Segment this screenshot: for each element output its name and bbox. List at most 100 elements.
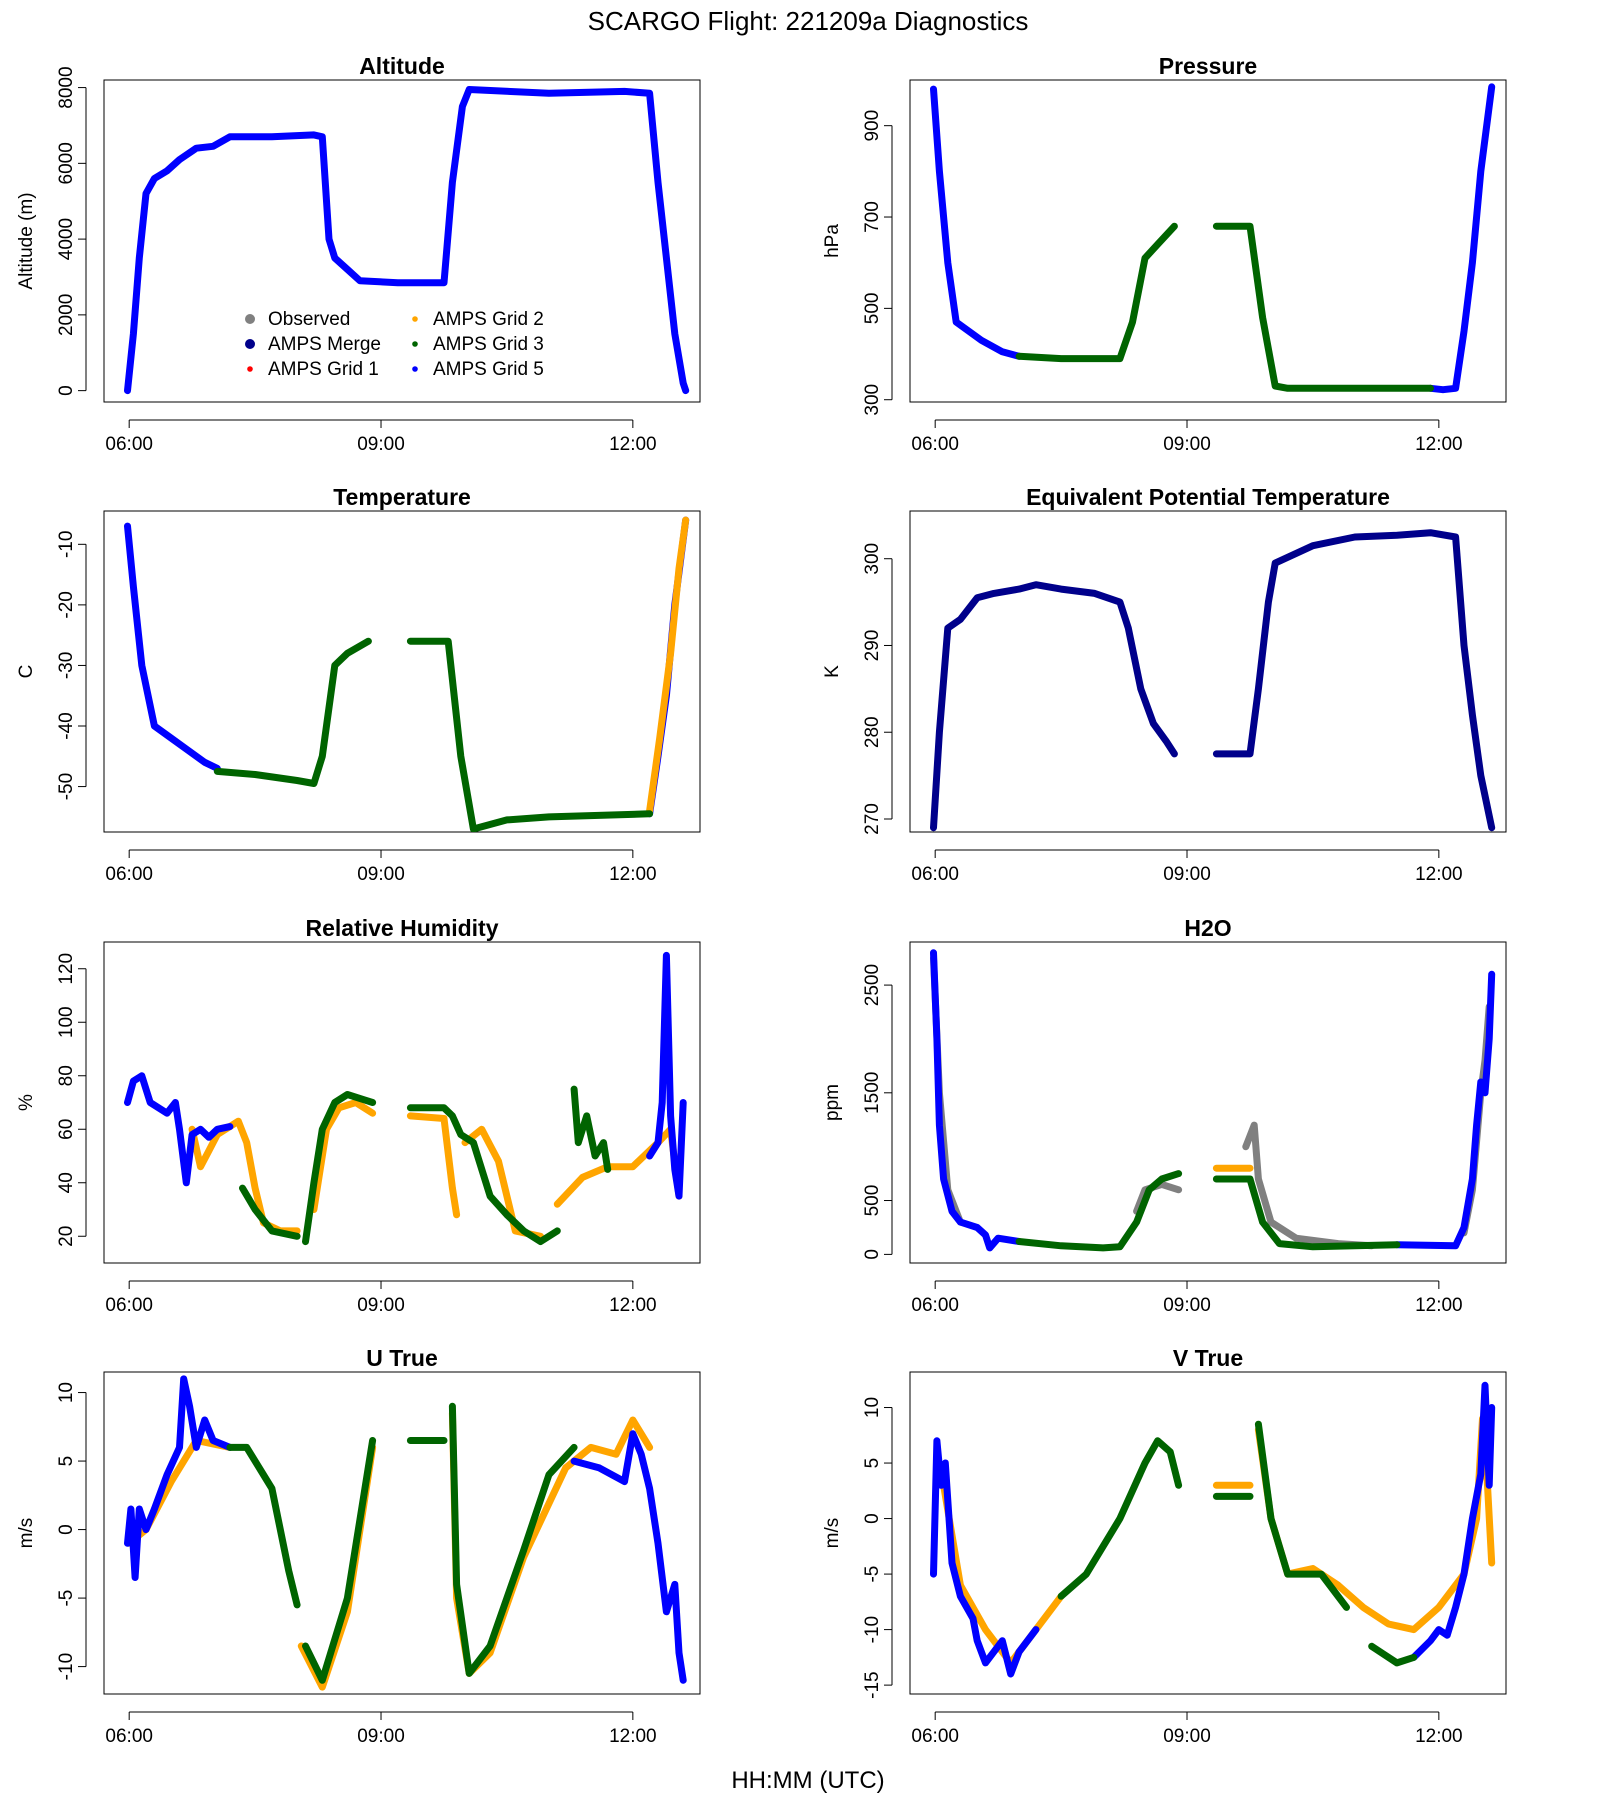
x-tick-label: 12:00 [1415,1726,1463,1747]
plot-frame [103,79,701,403]
x-tick-label: 06:00 [911,864,959,885]
y-tick-label: 0 [56,385,77,396]
x-tick-label: 12:00 [1415,864,1463,885]
y-tick-label: -30 [56,652,77,679]
x-tick-label: 12:00 [609,1726,657,1747]
y-tick-label: 0 [56,1524,77,1535]
series-amps-grid-3 [1015,1170,1183,1252]
panel-title: U True [366,1345,438,1371]
legend-label-amps-grid-5: AMPS Grid 5 [433,359,544,380]
legend-marker-amps-grid-3 [412,341,418,347]
series-amps-grid-3 [1015,222,1178,363]
y-tick-label: 900 [862,110,883,142]
y-tick-label: -50 [56,773,77,800]
panel-temperature: Temperature 06:00 09:00 12:00 -50 -40 -30 -20 -1… [16,484,701,885]
y-tick-label: 10 [862,1397,883,1418]
x-tick-label: 09:00 [1163,1726,1211,1747]
series-amps-grid-5 [930,85,1023,360]
x-tick-label: 06:00 [105,864,153,885]
series-amps-grid-5 [124,522,221,772]
series-amps-grid-2 [406,1112,461,1219]
y-axis-label: hPa [822,224,843,258]
y-tick-label: 5 [862,1458,883,1469]
x-tick-label: 12:00 [609,434,657,455]
x-tick-label: 06:00 [911,1295,959,1316]
y-tick-label: 100 [56,1006,77,1038]
y-axis-label: K [822,665,843,678]
panel-v-true: V True 06:00 09:00 12:00 -15 -10 -5 0 5 10 m/s [822,1345,1507,1747]
x-tick-label: 09:00 [1163,434,1211,455]
series-amps-grid-5 [570,1430,687,1684]
y-tick-label: -5 [862,1566,883,1583]
y-tick-label: 1500 [862,1072,883,1114]
series-amps-grid-3 [570,1085,612,1173]
y-tick-label: -10 [56,531,77,558]
series-amps-grid-5 [1393,970,1496,1250]
y-tick-label: -20 [56,591,77,618]
y-tick-label: 300 [862,384,883,416]
series-group [930,83,1496,394]
series-group [930,1381,1496,1678]
panel-title: Altitude [359,53,445,79]
x-tick-label: 09:00 [1163,864,1211,885]
x-tick-label: 06:00 [105,1726,153,1747]
figure-xlabel: HH:MM (UTC) [731,1767,884,1794]
y-tick-label: 280 [862,716,883,748]
y-tick-label: 500 [862,1185,883,1217]
series-amps-grid-3 [1212,222,1434,392]
panel-relative-humidity: Relative Humidity 06:00 09:00 12:00 20 40 60 80… [16,915,701,1316]
series-amps-grid-3 [448,1402,578,1677]
series-amps-grid-2 [297,1443,377,1691]
panel-title: V True [1173,1345,1243,1371]
series-amps-grid-5 [1427,83,1496,394]
panel-title: H2O [1184,915,1231,941]
series-amps-grid-3 [239,1184,301,1240]
series-amps-grid-2 [646,516,690,815]
plot-frame [909,79,1507,403]
y-tick-label: 80 [56,1065,77,1086]
y-tick-label: -10 [862,1616,883,1643]
panel-equivalent-potential-temperature: Equivalent Potential Temperature 06:00 09:… [822,484,1507,885]
legend-marker-amps-merge [245,339,255,349]
series-amps-grid-3 [302,1091,377,1246]
x-tick-label: 06:00 [911,434,959,455]
plot-frame [909,1371,1507,1695]
series-amps-grid-5 [1410,1381,1496,1661]
x-tick-label: 09:00 [357,1295,405,1316]
series-amps-grid-3 [302,1437,377,1684]
legend-label-observed: Observed [268,309,350,330]
plot-frame [103,1371,701,1695]
series-group [124,1375,687,1691]
y-tick-label: 40 [56,1172,77,1193]
series-amps-grid-3 [1368,1642,1418,1667]
legend-label-amps-merge: AMPS Merge [268,334,381,355]
series-amps-grid-2 [310,1099,377,1213]
x-tick-label: 12:00 [1415,434,1463,455]
panel-title: Pressure [1159,53,1257,79]
y-axis-label: % [16,1094,37,1111]
y-tick-label: -15 [862,1671,883,1698]
y-tick-label: -10 [56,1653,77,1680]
x-tick-label: 06:00 [911,1726,959,1747]
series-amps-grid-5 [124,86,690,395]
series-amps-grid-3 [1212,1175,1401,1251]
series-amps-grid-3 [406,1104,561,1246]
legend-marker-amps-grid-1 [247,366,253,372]
plot-frame [909,941,1507,1264]
plot-frame [103,510,701,833]
y-tick-label: 0 [862,1513,883,1524]
y-axis-label: m/s [822,1518,843,1549]
legend-marker-amps-grid-5 [412,366,418,372]
legend-label-amps-grid-3: AMPS Grid 3 [433,334,544,355]
series-amps-grid-3 [226,1443,301,1609]
y-tick-label: 270 [862,803,883,835]
legend-marker-amps-grid-2 [412,316,418,322]
y-tick-label: 6000 [56,142,77,184]
y-tick-label: -5 [56,1590,77,1607]
x-tick-label: 06:00 [105,1295,153,1316]
x-tick-label: 09:00 [357,1726,405,1747]
legend: Observed AMPS Merge AMPS Grid 1 AMPS Grid 2… [245,309,544,380]
x-tick-label: 12:00 [1415,1295,1463,1316]
panel-h2o: H2O 06:00 09:00 12:00 0 500 1500 2500 ppm [822,915,1507,1316]
